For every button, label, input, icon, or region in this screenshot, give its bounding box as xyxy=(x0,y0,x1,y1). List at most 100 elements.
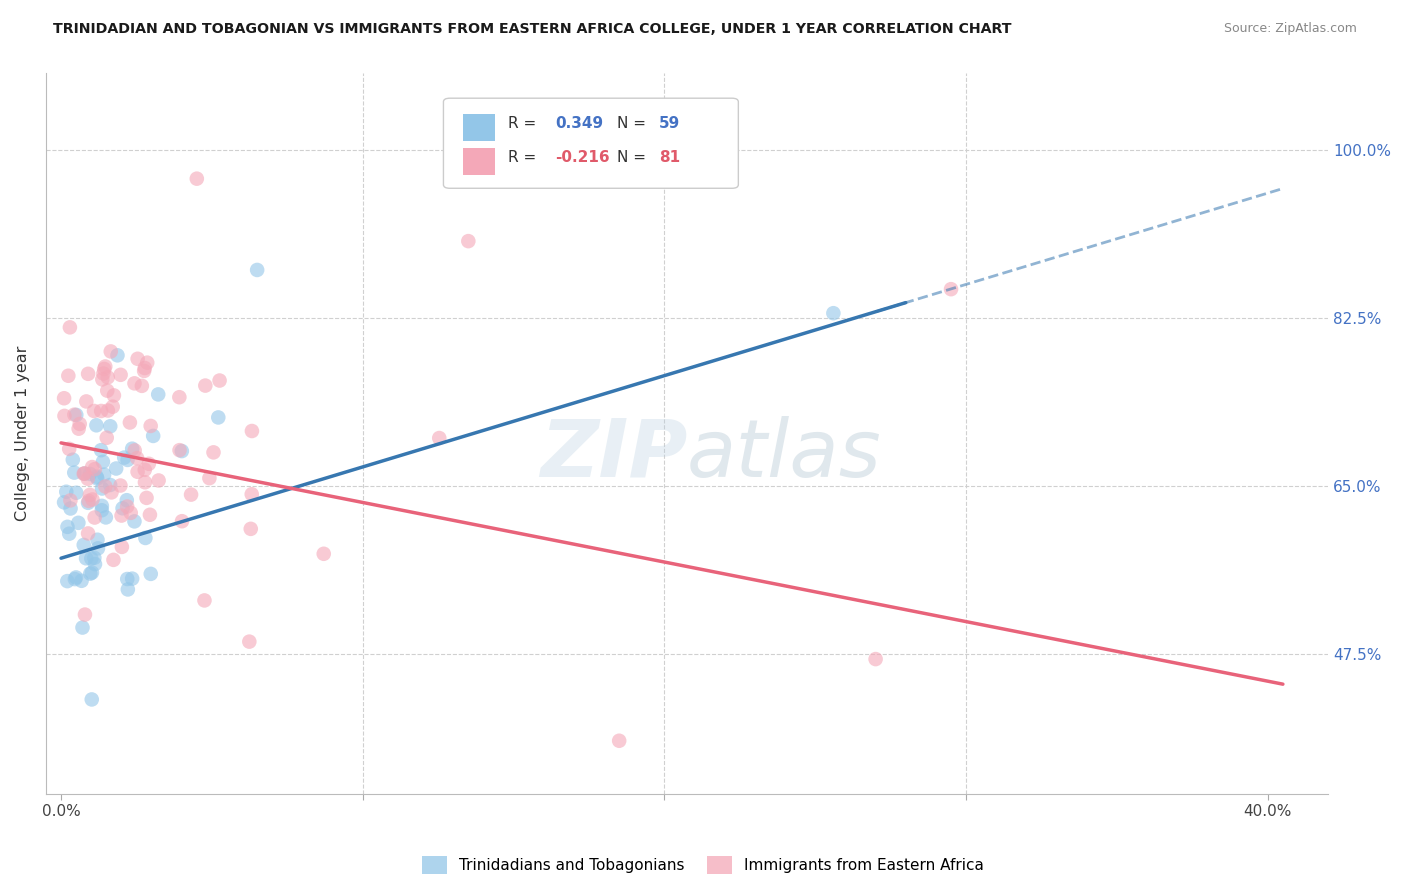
Point xyxy=(240,487,263,501)
Point xyxy=(75,394,97,409)
Point xyxy=(246,263,269,277)
Point xyxy=(83,550,105,565)
Point xyxy=(100,485,122,500)
Point xyxy=(65,408,87,422)
Point xyxy=(136,356,159,370)
Point xyxy=(117,453,139,467)
Point xyxy=(105,461,128,475)
Point xyxy=(77,367,100,381)
Point xyxy=(939,282,962,296)
Point xyxy=(73,467,96,481)
Point xyxy=(117,582,139,597)
Text: ZIP: ZIP xyxy=(540,416,688,494)
Point xyxy=(207,410,229,425)
Point xyxy=(72,621,94,635)
Text: atlas: atlas xyxy=(688,416,882,494)
Point xyxy=(94,510,117,524)
Point xyxy=(134,364,156,378)
Text: 59: 59 xyxy=(659,116,681,131)
Point xyxy=(148,474,170,488)
Point xyxy=(117,572,139,586)
Point xyxy=(127,451,149,466)
Point xyxy=(135,491,157,505)
Point xyxy=(98,478,121,492)
Point xyxy=(91,372,114,386)
Text: R =: R = xyxy=(508,150,541,165)
FancyBboxPatch shape xyxy=(443,98,738,188)
Point xyxy=(186,171,208,186)
Point xyxy=(111,501,134,516)
Point xyxy=(80,551,103,566)
Point xyxy=(77,496,100,510)
Point xyxy=(115,500,138,514)
Point xyxy=(82,492,104,507)
Point xyxy=(124,443,146,458)
Point xyxy=(84,557,107,571)
Point xyxy=(240,424,263,438)
Point xyxy=(86,471,108,485)
Point xyxy=(58,526,80,541)
Point xyxy=(118,416,141,430)
Point xyxy=(96,384,118,398)
Point xyxy=(53,409,76,423)
Point xyxy=(83,404,105,418)
Point xyxy=(110,508,132,523)
Point xyxy=(194,378,217,392)
Point xyxy=(56,520,79,534)
Point xyxy=(170,444,193,458)
Point xyxy=(70,574,93,588)
Point xyxy=(111,540,134,554)
Y-axis label: College, Under 1 year: College, Under 1 year xyxy=(15,345,30,521)
Point xyxy=(823,306,845,320)
Text: TRINIDADIAN AND TOBAGONIAN VS IMMIGRANTS FROM EASTERN AFRICA COLLEGE, UNDER 1 YE: TRINIDADIAN AND TOBAGONIAN VS IMMIGRANTS… xyxy=(53,22,1012,37)
Point xyxy=(73,467,96,481)
Point xyxy=(53,495,76,509)
Point xyxy=(193,593,215,607)
Point xyxy=(107,348,129,362)
Point xyxy=(198,471,221,485)
Point xyxy=(120,506,142,520)
Point xyxy=(62,452,84,467)
Point xyxy=(238,634,260,648)
Point xyxy=(124,514,146,528)
Point xyxy=(607,733,630,747)
Point xyxy=(94,359,117,374)
Point xyxy=(134,531,156,545)
Text: 0.349: 0.349 xyxy=(555,116,603,131)
Point xyxy=(69,417,91,431)
Text: N =: N = xyxy=(617,116,651,131)
Point xyxy=(79,566,101,581)
Point xyxy=(82,460,104,475)
Point xyxy=(142,429,165,443)
Point xyxy=(134,361,156,376)
Point xyxy=(239,522,262,536)
Point xyxy=(97,403,120,417)
Point xyxy=(93,467,115,482)
Point xyxy=(97,370,120,384)
Point xyxy=(91,482,114,496)
Point xyxy=(83,510,105,524)
Point xyxy=(90,443,112,458)
Point xyxy=(103,553,125,567)
Point xyxy=(96,431,118,445)
Point xyxy=(58,442,80,456)
Point xyxy=(91,455,114,469)
Point xyxy=(94,479,117,493)
Point xyxy=(86,533,108,547)
Point xyxy=(73,467,96,481)
Point xyxy=(124,376,146,391)
Point xyxy=(63,408,86,422)
Point xyxy=(134,463,156,477)
Point xyxy=(76,472,98,486)
Point xyxy=(139,508,162,522)
Point xyxy=(55,484,77,499)
Point xyxy=(86,469,108,483)
Point xyxy=(101,400,124,414)
Point xyxy=(148,387,170,401)
Point xyxy=(80,566,103,580)
Point xyxy=(127,351,149,366)
Point xyxy=(67,516,90,530)
Point xyxy=(63,466,86,480)
Point xyxy=(127,465,149,479)
Point xyxy=(77,526,100,541)
